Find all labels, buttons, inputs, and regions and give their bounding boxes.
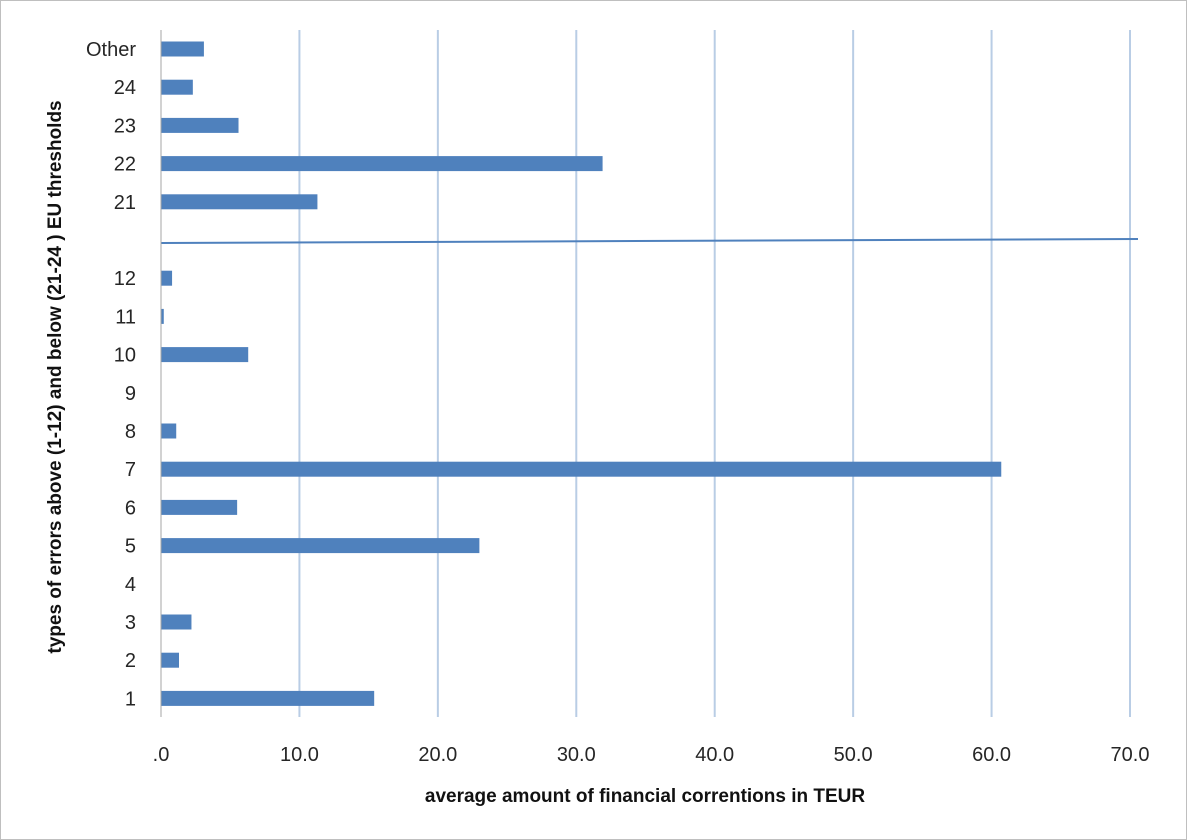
x-tick-label: 60.0 xyxy=(972,744,1011,766)
y-tick-label: 22 xyxy=(114,154,136,176)
y-tick-label: 7 xyxy=(125,459,136,481)
y-tick-label: 23 xyxy=(114,115,136,137)
x-tick-label: 20.0 xyxy=(418,744,457,766)
x-tick-labels: .0 10.0 20.0 30.0 40.0 50.0 60.0 70.0 xyxy=(153,744,1150,766)
y-tick-label: 21 xyxy=(114,192,136,214)
x-tick-label: 30.0 xyxy=(557,744,596,766)
bar xyxy=(161,308,164,324)
gridlines xyxy=(298,30,1131,717)
y-tick-label: 6 xyxy=(125,497,136,519)
x-tick-label: 70.0 xyxy=(1111,744,1150,766)
bars xyxy=(160,41,1139,706)
bar xyxy=(161,79,193,95)
bar xyxy=(161,194,318,210)
y-tick-label: 1 xyxy=(125,688,136,710)
y-tick-label: 3 xyxy=(125,612,136,634)
bar xyxy=(161,423,177,439)
bar xyxy=(161,347,249,363)
y-tick-label: 24 xyxy=(114,77,136,99)
x-tick-label: 40.0 xyxy=(695,744,734,766)
bar xyxy=(161,652,179,668)
y-tick-label: 11 xyxy=(115,306,136,328)
y-axis-title: types of errors above (1-12) and below (… xyxy=(45,100,66,653)
y-tick-label: Other xyxy=(86,39,136,61)
y-tick-label: 10 xyxy=(114,345,136,367)
bar xyxy=(161,690,375,706)
x-tick-label: .0 xyxy=(153,744,170,766)
bar xyxy=(161,614,192,630)
y-tick-label: 4 xyxy=(125,574,136,596)
y-tick-label: 2 xyxy=(125,650,136,672)
bar xyxy=(161,156,603,172)
y-tick-label: 5 xyxy=(125,536,136,558)
y-tick-label: 12 xyxy=(114,268,136,290)
bar xyxy=(161,117,239,133)
y-tick-label: 8 xyxy=(125,421,136,443)
y-tick-label: 9 xyxy=(125,383,136,405)
x-tick-label: 50.0 xyxy=(834,744,873,766)
bar xyxy=(161,538,480,554)
bar xyxy=(161,499,238,515)
bar xyxy=(161,270,173,286)
x-axis-title: average amount of financial correntions … xyxy=(425,786,866,807)
group-separator-line xyxy=(160,238,1139,244)
bar xyxy=(161,41,204,57)
bar xyxy=(161,461,1002,477)
x-tick-label: 10.0 xyxy=(280,744,319,766)
